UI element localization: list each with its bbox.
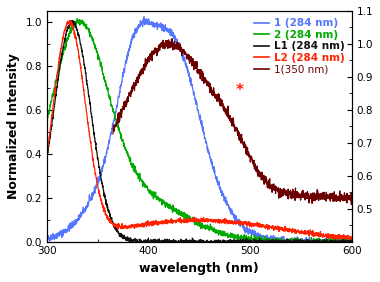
Y-axis label: Normalized Intensity: Normalized Intensity xyxy=(7,53,20,199)
X-axis label: wavelength (nm): wavelength (nm) xyxy=(139,262,259,275)
Text: *: * xyxy=(236,83,244,98)
Legend: 1 (284 nm), 2 (284 nm), L1 (284 nm), L2 (284 nm), 1(350 nm): 1 (284 nm), 2 (284 nm), L1 (284 nm), L2 … xyxy=(252,16,346,77)
